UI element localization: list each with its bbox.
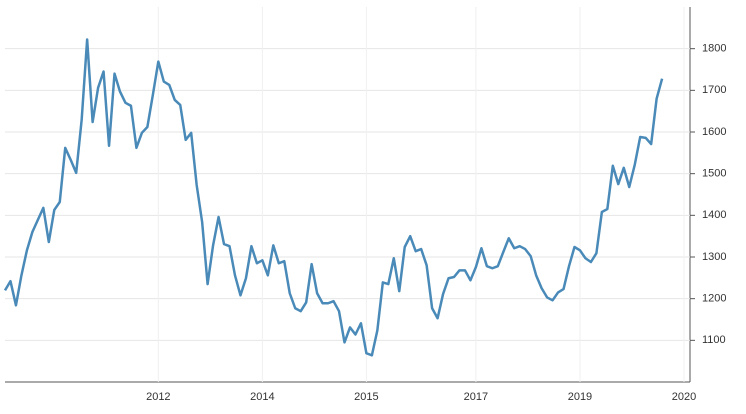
x-tick-label: 2014 — [250, 391, 274, 403]
x-tick-label: 2017 — [464, 391, 488, 403]
x-tick-label: 2015 — [354, 391, 378, 403]
y-tick-label: 1100 — [702, 334, 726, 346]
y-tick-label: 1600 — [702, 126, 726, 138]
x-tick-label: 2019 — [568, 391, 592, 403]
line-series — [3, 38, 664, 357]
y-tick-label: 1300 — [702, 251, 726, 263]
y-tick-label: 1400 — [702, 209, 726, 221]
x-tick-label: 2020 — [672, 391, 696, 403]
y-tick-label: 1700 — [702, 84, 726, 96]
y-tick-label: 1200 — [702, 293, 726, 305]
x-tick-label: 2012 — [146, 391, 170, 403]
y-tick-label: 1500 — [702, 168, 726, 180]
y-tick-label: 1800 — [702, 43, 726, 55]
